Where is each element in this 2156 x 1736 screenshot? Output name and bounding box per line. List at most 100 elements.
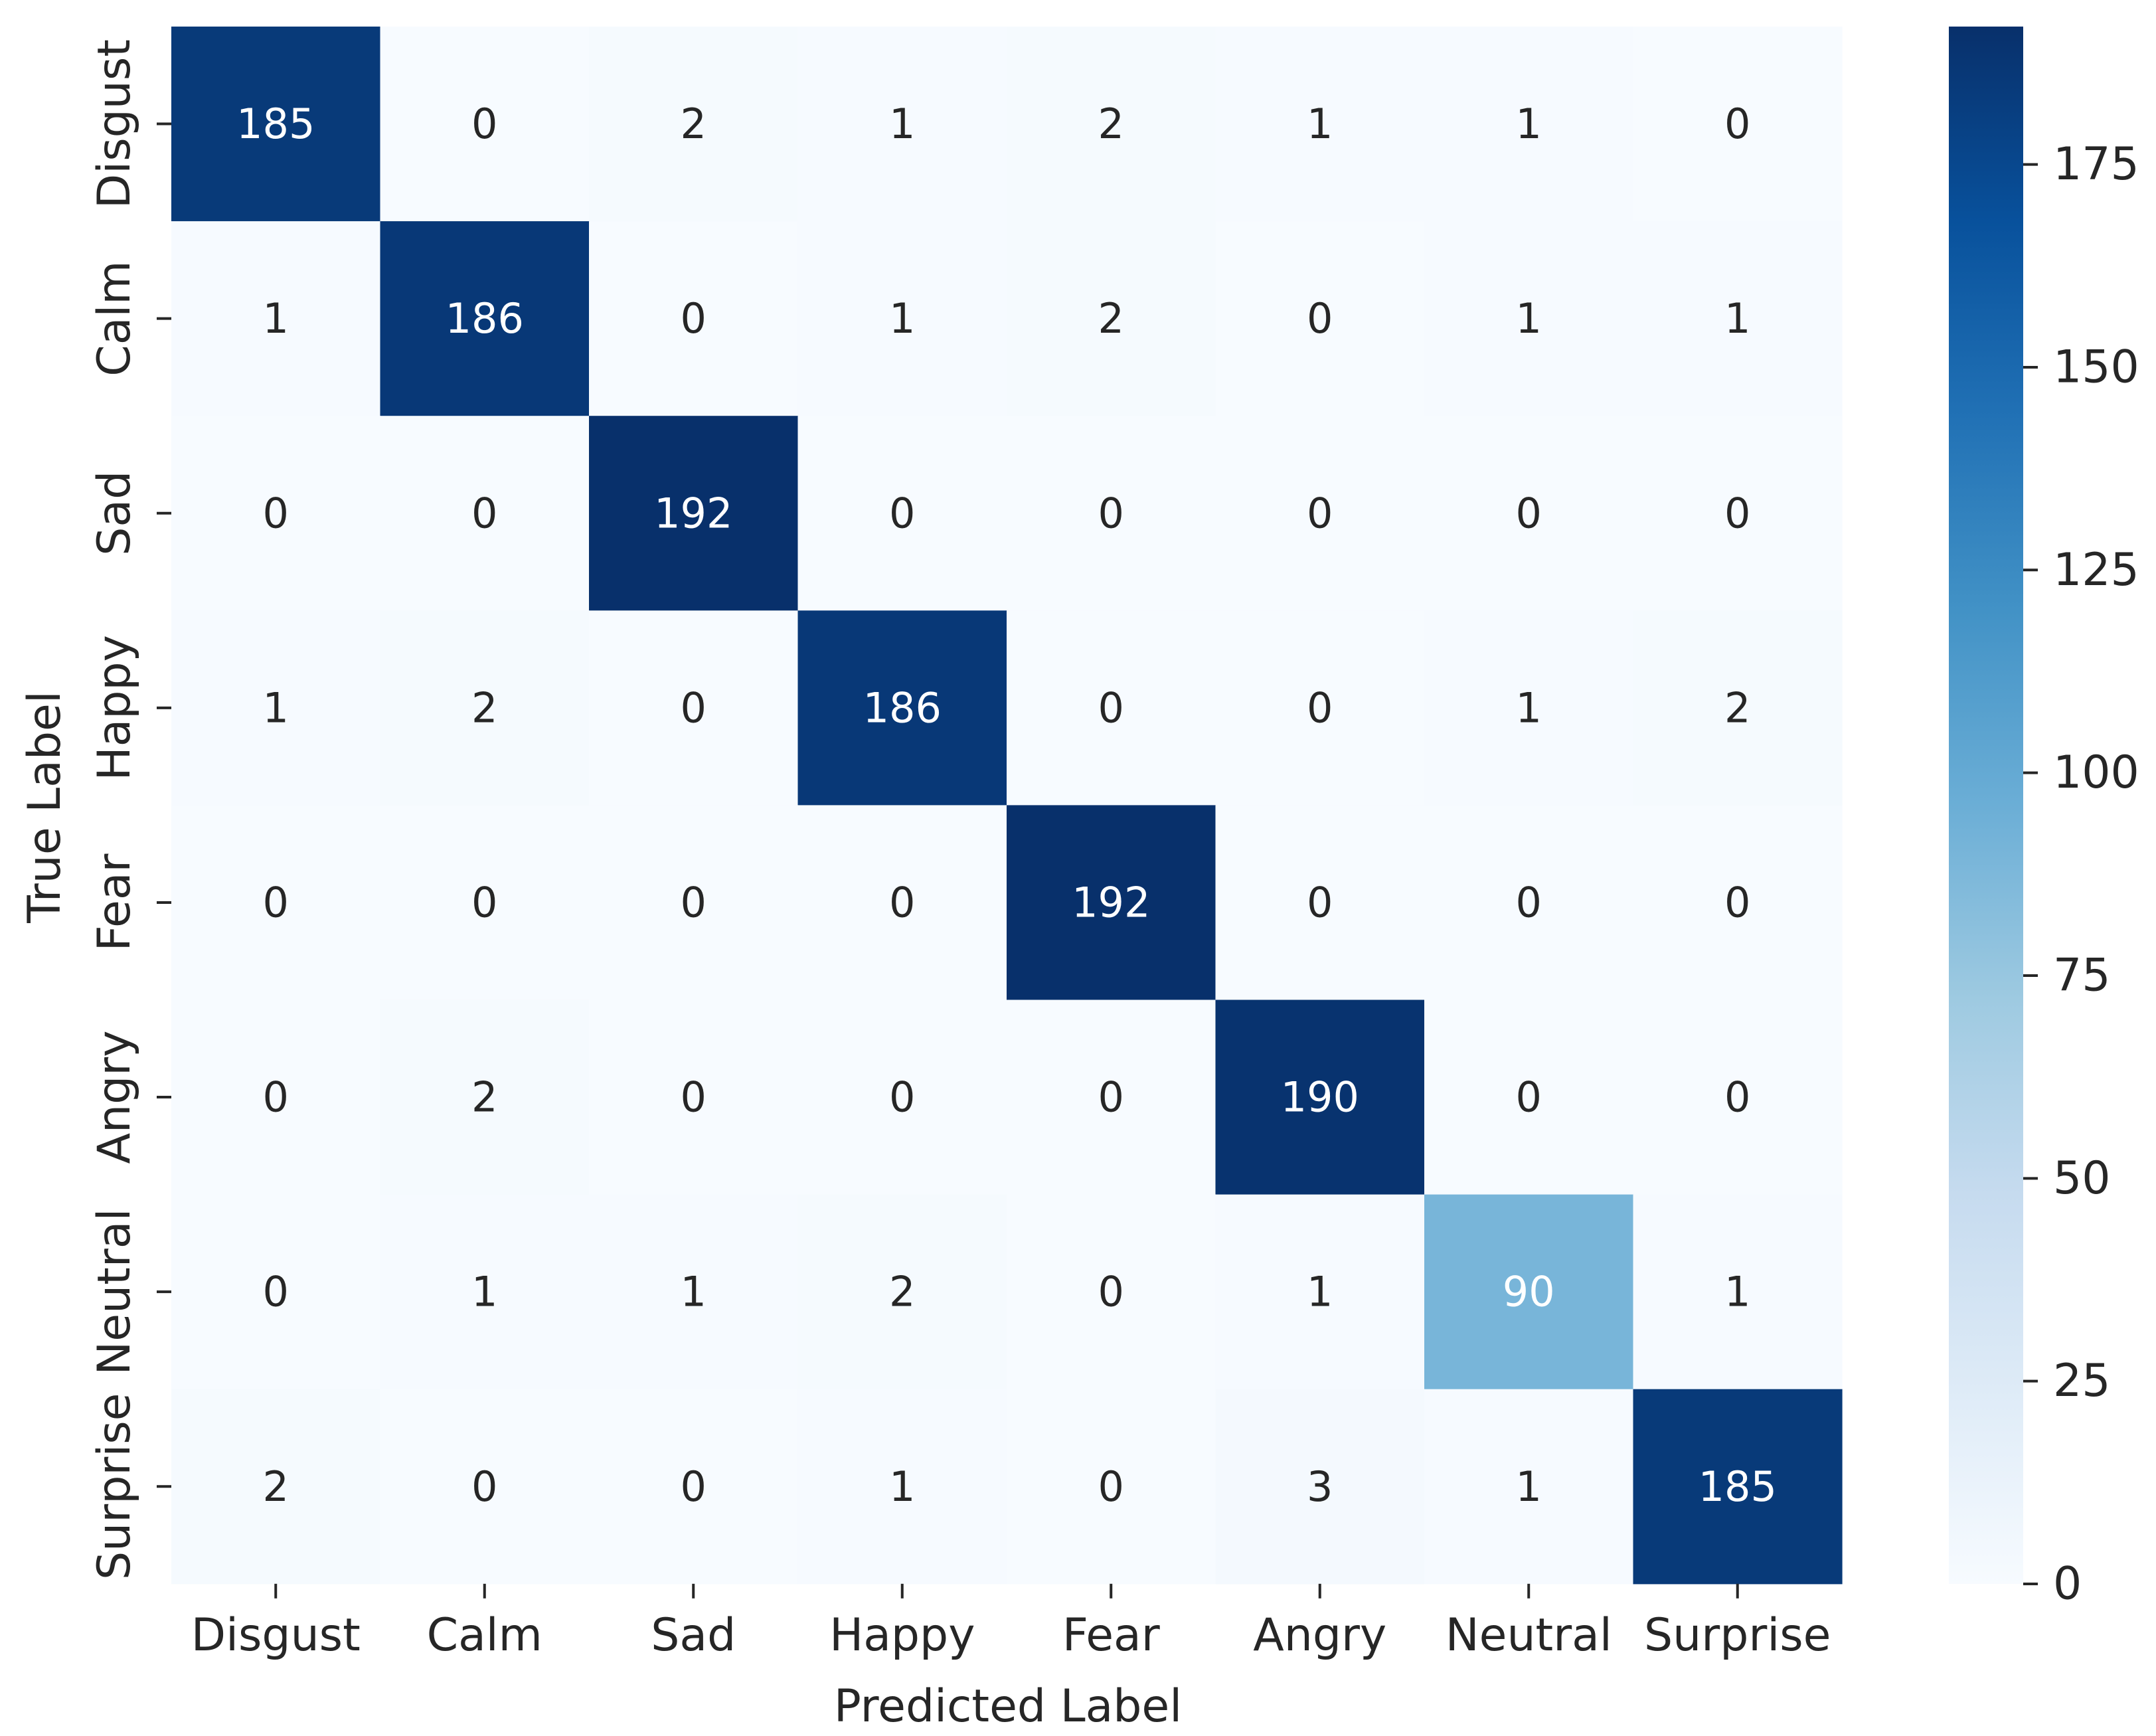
cell-value-label: 0: [1516, 489, 1542, 537]
cell-value-label: 1: [1516, 1462, 1542, 1511]
cell-value-label: 0: [263, 1073, 289, 1122]
cell-value-label: 0: [1307, 878, 1333, 926]
heatmap-cell: [1215, 221, 1425, 416]
cell-value-label: 0: [1098, 1268, 1124, 1316]
cell-value-label: 1: [1516, 100, 1542, 148]
cell-value-label: 0: [1307, 294, 1333, 343]
cell-value-label: 0: [681, 1073, 706, 1122]
x-tick-label: Neutral: [1446, 1609, 1612, 1662]
cell-value-label: 1: [471, 1268, 497, 1316]
heatmap-cell: [589, 221, 799, 416]
cell-value-label: 0: [1098, 683, 1124, 732]
heatmap-cell: [589, 27, 799, 222]
x-tick-label: Disgust: [191, 1609, 361, 1662]
heatmap-cell: [589, 416, 799, 611]
cell-value-label: 0: [471, 100, 497, 148]
cell-value-label: 1: [1307, 100, 1333, 148]
heatmap-cell: [797, 416, 1007, 611]
cell-value-label: 2: [1724, 683, 1750, 732]
heatmap-cell: [1424, 221, 1634, 416]
heatmap-cell: [589, 999, 799, 1195]
heatmap-cell: [380, 416, 590, 611]
cell-value-label: 186: [446, 294, 524, 343]
heatmap-cell: [380, 805, 590, 1001]
heatmap-cell-labels: 185 0 2 1 2 1 1 0 1 186 0 1 2 0 1 1 0 0 192 0 0 0 0 0 1 2 0 186 0 0 1 2…: [236, 100, 1777, 1511]
heatmap-cell: [171, 221, 381, 416]
colorbar-tick-label: 175: [2053, 138, 2139, 191]
heatmap-cell: [380, 610, 590, 806]
heatmap-cell: [171, 805, 381, 1001]
heatmap-cell: [797, 1194, 1007, 1390]
colorbar-tick-label: 75: [2053, 949, 2111, 1001]
heatmap-cell: [380, 221, 590, 416]
cell-value-label: 3: [1307, 1462, 1333, 1511]
heatmap-cell: [589, 805, 799, 1001]
cell-value-label: 0: [1516, 878, 1542, 926]
cell-value-label: 0: [889, 1073, 915, 1122]
cell-value-label: 2: [889, 1268, 915, 1316]
cell-value-label: 1: [1724, 294, 1750, 343]
heatmap-cell: [1424, 416, 1634, 611]
colorbar-ticks: 0 25 50 75 100 125 150 175: [2023, 138, 2139, 1610]
heatmap-cell: [797, 610, 1007, 806]
y-axis-title: True Label: [19, 691, 71, 924]
colorbar-tick-label: 150: [2053, 341, 2139, 393]
heatmap-cell: [1633, 27, 1843, 222]
heatmap-cell: [380, 27, 590, 222]
heatmap-cell: [1424, 805, 1634, 1001]
cell-value-label: 0: [471, 878, 497, 926]
y-tick-label: Sad: [88, 471, 141, 556]
x-axis-ticks: Disgust Calm Sad Happy Fear Angry Neutral Surpr…: [191, 1583, 1831, 1662]
cell-value-label: 1: [1516, 294, 1542, 343]
colorbar-tick-label: 50: [2053, 1152, 2111, 1205]
heatmap-cell: [1424, 1194, 1634, 1390]
heatmap-cell: [1633, 221, 1843, 416]
y-tick-label: Disgust: [88, 39, 141, 209]
colorbar-tick-label: 0: [2053, 1558, 2082, 1610]
cell-value-label: 2: [263, 1462, 289, 1511]
cell-value-label: 0: [681, 878, 706, 926]
heatmap-cell: [171, 999, 381, 1195]
x-tick-label: Calm: [427, 1609, 542, 1662]
heatmap-cell: [171, 1389, 381, 1585]
x-tick-label: Fear: [1062, 1609, 1160, 1662]
cell-value-label: 0: [1724, 489, 1750, 537]
heatmap-cell: [797, 805, 1007, 1001]
colorbar: [1949, 27, 2023, 1584]
cell-value-label: 90: [1503, 1268, 1555, 1316]
heatmap-cell: [1007, 1194, 1216, 1390]
cell-value-label: 0: [471, 1462, 497, 1511]
heatmap-cell: [1633, 610, 1843, 806]
cell-value-label: 192: [1072, 878, 1150, 926]
cell-value-label: 1: [263, 294, 289, 343]
y-tick-label: Surprise: [88, 1393, 141, 1581]
heatmap-cell: [1424, 27, 1634, 222]
heatmap-cell: [589, 1389, 799, 1585]
cell-value-label: 1: [1724, 1268, 1750, 1316]
heatmap-cell: [797, 1389, 1007, 1585]
cell-value-label: 0: [889, 489, 915, 537]
cell-value-label: 0: [1724, 1073, 1750, 1122]
cell-value-label: 0: [263, 878, 289, 926]
x-tick-label: Sad: [651, 1609, 736, 1662]
x-axis-title: Predicted Label: [834, 1680, 1182, 1733]
heatmap-cell: [589, 1194, 799, 1390]
heatmap-cell: [380, 1389, 590, 1585]
cell-value-label: 0: [681, 294, 706, 343]
cell-value-label: 2: [1098, 294, 1124, 343]
heatmap-cell: [797, 27, 1007, 222]
cell-value-label: 1: [263, 683, 289, 732]
cell-value-label: 0: [1098, 1073, 1124, 1122]
cell-value-label: 2: [471, 683, 497, 732]
heatmap-cell: [380, 999, 590, 1195]
cell-value-label: 0: [681, 683, 706, 732]
heatmap-cell: [1424, 1389, 1634, 1585]
cell-value-label: 2: [1098, 100, 1124, 148]
colorbar-tick-label: 100: [2053, 746, 2139, 799]
heatmap-cell: [171, 1194, 381, 1390]
cell-value-label: 0: [263, 1268, 289, 1316]
x-tick-label: Happy: [829, 1609, 975, 1662]
heatmap-cell: [1215, 805, 1425, 1001]
heatmap-cell: [1007, 416, 1216, 611]
